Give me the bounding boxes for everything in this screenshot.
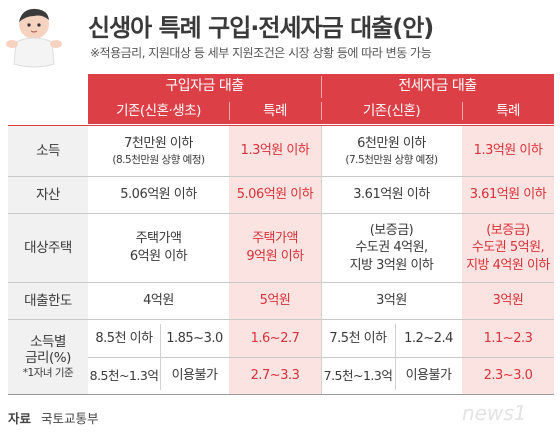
income-jeonse-existing-note: (7.5천만원 상향 예정)	[345, 153, 438, 166]
income-purchase-existing-main: 7천만원 이하	[124, 136, 193, 152]
rate1-jeonse-income: 7.5천 이하	[329, 330, 387, 346]
rate1-purchase-special: 1.6~2.7	[229, 320, 321, 357]
page-subtitle: ※적용금리, 지원대상 등 세부 지원조건은 시장 상황 등에 따라 변동 가능	[90, 46, 432, 60]
divider	[8, 394, 554, 395]
row-label-limit: 대출한도	[8, 283, 88, 319]
sub-jeonse-special: 특례	[462, 98, 554, 124]
divider	[395, 324, 396, 390]
header-corner	[8, 74, 88, 98]
housing-jeonse-special-l3: 지방 4억원 이하	[466, 257, 550, 273]
limit-purchase-existing: 4억원	[143, 293, 174, 309]
baby-icon	[6, 8, 62, 68]
rate-label-l1: 소득별	[30, 333, 66, 350]
income-purchase-special: 1.3억원 이하	[229, 126, 321, 176]
limit-jeonse-existing: 3억원	[376, 293, 407, 309]
table-row-rate: 소득별 금리(%) *1자녀 기준	[8, 320, 554, 394]
divider	[160, 324, 161, 390]
rate-label-l2: 금리(%)	[25, 350, 71, 367]
limit-purchase-special: 5억원	[229, 283, 321, 319]
divider	[229, 102, 230, 120]
table-subheader-row: 기존(신혼·생초) 특례 기존(신혼) 특례	[8, 98, 554, 124]
table-row-rate-2: 8.5천~1.3억 이용불가 2.7~3.3 7.5천~1.3억 이용불가 2.…	[8, 358, 554, 394]
divider	[321, 126, 322, 394]
housing-purchase-special: 주택가액 9억원 이하	[229, 214, 321, 282]
table-row-income: 소득 7천만원 이하 (8.5천만원 상향 예정) 1.3억원 이하 6천만원 …	[8, 126, 554, 176]
divider	[8, 176, 554, 177]
housing-jeonse-existing-l3: 지방 3억원 이하	[349, 257, 434, 273]
housing-purchase-existing-l2: 6억원 이하	[129, 249, 188, 264]
row-label-housing: 대상주택	[8, 214, 88, 282]
housing-jeonse-special-l2: 수도권 5억원,	[471, 240, 545, 256]
page-title: 신생아 특례 구입·전세자금 대출(안)	[88, 14, 434, 42]
housing-jeonse-existing: (보증금) 수도권 4억원, 지방 3억원 이하	[321, 214, 462, 282]
purchase-loan-header: 구입자금 대출	[88, 74, 321, 98]
sub-purchase-existing: 기존(신혼·생초)	[88, 98, 229, 124]
divider	[8, 125, 554, 126]
income-purchase-existing: 7천만원 이하 (8.5천만원 상향 예정)	[88, 126, 229, 176]
housing-jeonse-special-l1: (보증금)	[486, 222, 530, 238]
limit-jeonse-special: 3억원	[462, 283, 554, 319]
housing-purchase-existing: 주택가액 6억원 이하	[88, 214, 229, 282]
rate-label-note: *1자녀 기준	[22, 367, 74, 380]
assets-jeonse-special: 3.61억원 이하	[462, 177, 554, 213]
income-jeonse-special: 1.3억원 이하	[462, 126, 554, 176]
income-jeonse-existing: 6천만원 이하 (7.5천만원 상향 예정)	[321, 126, 462, 176]
rate1-jeonse-rate: 1.2~2.4	[404, 330, 453, 346]
divider	[8, 282, 554, 283]
row-label-income: 소득	[8, 126, 88, 176]
source-label: 자료	[8, 411, 32, 426]
row-label-rate: 소득별 금리(%) *1자녀 기준	[8, 320, 88, 394]
divider	[8, 319, 554, 320]
assets-purchase-special: 5.06억원 이하	[229, 177, 321, 213]
source-value: 국토교통부	[41, 411, 99, 426]
table-row-housing: 대상주택 주택가액 6억원 이하 주택가액 9억원 이하 (보증금) 수도권 4…	[8, 214, 554, 282]
table-row-assets: 자산 5.06억원 이하 5.06억원 이하 3.61억원 이하 3.61억원 …	[8, 177, 554, 213]
header: 신생아 특례 구입·전세자금 대출(안) ※적용금리, 지원대상 등 세부 지원…	[0, 0, 560, 74]
source-footer: 자료 국토교통부	[8, 408, 99, 427]
table-row-limit: 대출한도 4억원 5억원 3억원 3억원	[8, 283, 554, 319]
rate2-purchase-special: 2.7~3.3	[229, 358, 321, 394]
news1-logo-text: news1	[462, 401, 526, 425]
housing-purchase-special-l2: 9억원 이하	[246, 249, 304, 264]
assets-jeonse-existing: 3.61억원 이하	[353, 187, 430, 203]
housing-jeonse-existing-l1: (보증금)	[369, 222, 414, 238]
rate2-jeonse-special: 2.3~3.0	[462, 358, 554, 394]
divider	[462, 102, 463, 120]
rate2-jeonse-income: 7.5천~1.3억	[323, 367, 393, 383]
housing-jeonse-existing-l2: 수도권 4억원,	[355, 240, 428, 256]
divider	[321, 76, 322, 98]
rate2-jeonse-rate: 이용불가	[405, 368, 452, 384]
table-header-row: 구입자금 대출 전세자금 대출	[8, 74, 554, 98]
assets-purchase-existing: 5.06억원 이하	[120, 187, 197, 203]
table-row-rate-1: 8.5천 이하 1.85~3.0 1.6~2.7 7.5천 이하 1.2~2.4…	[8, 320, 554, 357]
rate1-purchase-rate: 1.85~3.0	[166, 330, 223, 346]
income-purchase-existing-note: (8.5천만원 상향 예정)	[112, 153, 205, 166]
rate2-purchase-income: 8.5천~1.3억	[89, 367, 159, 383]
rate1-jeonse-special: 1.1~2.3	[462, 320, 554, 357]
divider	[321, 102, 322, 120]
housing-jeonse-special: (보증금) 수도권 5억원, 지방 4억원 이하	[462, 214, 554, 282]
housing-purchase-existing-l1: 주택가액	[135, 231, 182, 247]
sub-purchase-special: 특례	[229, 98, 321, 124]
sub-jeonse-existing: 기존(신혼)	[321, 98, 462, 124]
row-label-assets: 자산	[8, 177, 88, 213]
jeonse-loan-header: 전세자금 대출	[321, 74, 554, 98]
news1-logo-icon: news1	[462, 401, 526, 425]
income-jeonse-existing-main: 6천만원 이하	[357, 136, 426, 152]
rate2-purchase-rate: 이용불가	[171, 368, 218, 384]
rate1-purchase-income: 8.5천 이하	[95, 330, 153, 346]
divider	[8, 213, 554, 214]
housing-purchase-special-l1: 주택가액	[252, 231, 298, 247]
